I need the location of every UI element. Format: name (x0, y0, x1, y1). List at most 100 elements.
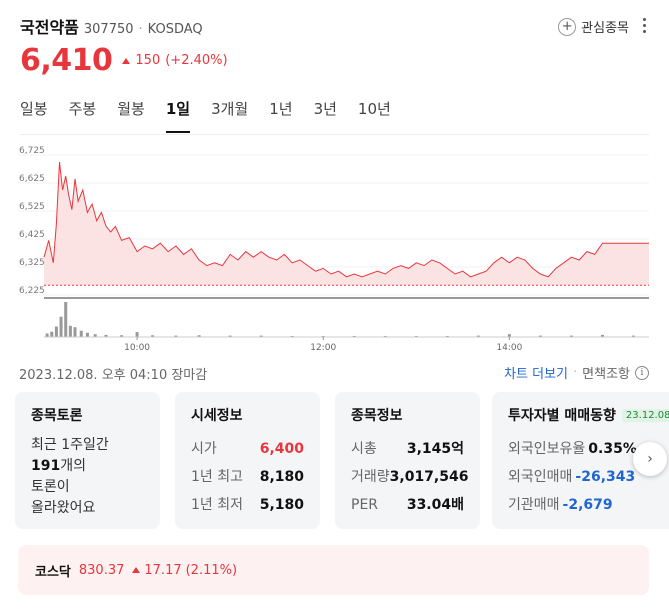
card-title-text: 투자자별 매매동향 (508, 408, 616, 424)
volume-bar (73, 327, 77, 337)
foreign-trade-row: 외국인매매 -26,343 (508, 463, 669, 491)
add-favorite-button[interactable]: + 관심종목 (558, 17, 629, 36)
kv-value: 33.04배 (406, 497, 464, 513)
kv-label: 거래량 (351, 469, 390, 485)
per-row: PER 33.04배 (351, 491, 464, 519)
info-icon[interactable]: i (635, 365, 649, 380)
card-title: 종목토론 (31, 408, 83, 424)
volume-bar (93, 334, 97, 337)
kv-label: 시가 (191, 441, 217, 457)
volume-bar (120, 335, 124, 337)
y-tick-label: 6,225 (19, 286, 45, 296)
volume-bar (197, 335, 201, 337)
discussion-count-suffix: 개의 (60, 458, 86, 474)
volume-bar (68, 325, 72, 337)
index-change-amount: 17.17 (144, 562, 182, 578)
tab-3year[interactable]: 3년 (313, 100, 337, 118)
index-name: 코스닥 (35, 564, 71, 580)
kv-value: 6,400 (259, 441, 304, 457)
index-change-percent: (2.11%) (185, 562, 238, 578)
discussion-card[interactable]: 종목토론 최근 1주일간 191개의 토론이 올라왔어요 (15, 392, 160, 529)
tab-daily[interactable]: 일봉 (20, 100, 48, 118)
volume-bar (476, 335, 480, 337)
volume-bar (290, 335, 294, 337)
discussion-line: 토론이 (31, 479, 70, 495)
price-change: 150 (+2.40%) (122, 53, 228, 68)
tab-1year[interactable]: 1년 (269, 100, 293, 118)
market-name: KOSDAQ (147, 22, 203, 37)
x-tick-label: 12:00 (310, 343, 336, 353)
investor-trend-card[interactable]: 투자자별 매매동향 23.12.08 외국인보유율 0.35% 외국인매매 -2… (492, 392, 669, 529)
kv-value: -2,679 (562, 497, 613, 513)
disclaimer-link[interactable]: 면책조항 (582, 367, 630, 382)
tab-10year[interactable]: 10년 (357, 100, 391, 118)
y-tick-label: 6,425 (19, 230, 45, 240)
discussion-count: 191 (31, 458, 61, 474)
date-badge: 23.12.08 (621, 408, 669, 422)
y-tick-label: 6,625 (19, 174, 45, 184)
stock-code: 307750 (83, 22, 134, 37)
volume-bar (174, 335, 178, 337)
card-title: 시세정보 (191, 408, 243, 424)
market-timestamp: 2023.12.08. 오후 04:10 장마감 (19, 368, 208, 383)
volume-bar (383, 335, 387, 337)
kv-value: 3,145억 (406, 441, 464, 457)
volume-bar (59, 316, 63, 337)
volume-bar (50, 331, 54, 337)
chevron-right-icon[interactable]: › (633, 442, 667, 476)
kv-label: 기관매매 (508, 497, 560, 513)
kv-label: 1년 최고 (191, 469, 243, 485)
stock-header: 국전약품 307750 · KOSDAQ (20, 14, 203, 38)
kv-label: 외국인보유율 (508, 441, 586, 457)
tab-weekly[interactable]: 주봉 (68, 100, 97, 118)
price-row: 6,410 150 (+2.40%) (20, 43, 228, 78)
x-tick-label: 14:00 (496, 343, 522, 353)
tab-3month[interactable]: 3개월 (211, 100, 249, 118)
kosdaq-index-bar[interactable]: 코스닥 830.37 17.17 (2.11%) (18, 545, 649, 595)
company-info-card[interactable]: 종목정보 시총 3,145억 거래량 3,017,546 PER 33.04배 (335, 392, 480, 529)
change-amount: 150 (135, 53, 161, 68)
quote-card[interactable]: 시세정보 시가 6,400 1년 최고 8,180 1년 최저 5,180 (175, 392, 320, 529)
foreign-ownership-row: 외국인보유율 0.35% (508, 435, 669, 463)
more-vertical-icon[interactable] (637, 14, 651, 36)
kv-label: PER (351, 497, 379, 513)
info-cards: 종목토론 최근 1주일간 191개의 토론이 올라왔어요 시세정보 시가 6,4… (15, 392, 480, 529)
volume-bar (64, 302, 68, 337)
tab-1day[interactable]: 1일 (165, 98, 191, 133)
kv-label: 시총 (351, 441, 377, 457)
x-tick-label: 10:00 (124, 343, 150, 353)
volume-bar (228, 335, 232, 337)
chart-svg: 6,725 6,625 6,525 6,425 6,325 6,225 10:00 12:00… (18, 146, 649, 353)
favorite-label: 관심종목 (581, 21, 629, 36)
index-value: 830.37 (78, 562, 125, 578)
period-tabs: 일봉 주봉 월봉 1일 3개월 1년 3년 10년 (20, 98, 412, 133)
volume-bar (151, 335, 155, 337)
volume-bar (507, 334, 511, 337)
y-tick-label: 6,525 (19, 202, 45, 212)
discussion-line: 올라왔어요 (31, 500, 96, 516)
plus-icon: + (558, 17, 577, 36)
institution-trade-row: 기관매매 -2,679 (508, 491, 669, 519)
intraday-chart[interactable]: 6,725 6,625 6,525 6,425 6,325 6,225 10:00 12:00… (0, 140, 669, 355)
volume-bar (104, 334, 108, 337)
discussion-line: 최근 1주일간 (31, 437, 109, 453)
volume-bar (321, 335, 325, 337)
kv-label: 1년 최저 (191, 497, 243, 513)
volume-bar (135, 332, 139, 337)
card-title: 종목정보 (351, 408, 403, 424)
volume-bar (352, 335, 356, 337)
chart-more-link[interactable]: 차트 더보기 (504, 367, 569, 382)
market-cap-row: 시총 3,145억 (351, 435, 464, 463)
year-low-row: 1년 최저 5,180 (191, 491, 304, 519)
volume-bar (259, 335, 263, 337)
kv-value: 5,180 (259, 497, 304, 513)
card-title: 투자자별 매매동향 23.12.08 (508, 405, 669, 425)
tab-monthly[interactable]: 월봉 (117, 100, 145, 118)
discussion-text: 최근 1주일간 191개의 토론이 올라왔어요 (31, 435, 144, 519)
stock-name: 국전약품 (20, 18, 79, 37)
index-change: 17.17 (2.11%) (132, 563, 237, 578)
volume-bar (85, 332, 89, 337)
y-tick-label: 6,725 (19, 146, 45, 156)
volume-bar (414, 335, 418, 337)
kv-value: -26,343 (575, 469, 636, 485)
